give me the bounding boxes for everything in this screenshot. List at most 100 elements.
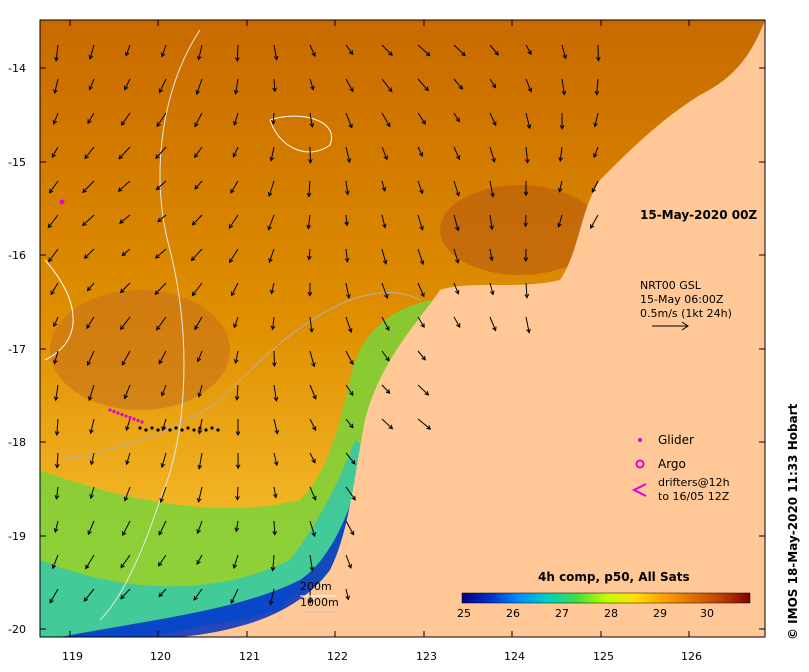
current-arrow bbox=[345, 588, 350, 601]
coldest-water bbox=[60, 480, 372, 637]
current-arrow bbox=[525, 112, 532, 130]
depth-label-b: 1000m bbox=[300, 596, 339, 609]
lat-label: -14 bbox=[8, 62, 26, 75]
current-arrow bbox=[81, 214, 95, 227]
current-arrow bbox=[344, 248, 350, 263]
lon-label: 121 bbox=[239, 650, 260, 663]
current-arrow bbox=[235, 486, 240, 501]
current-arrow bbox=[233, 350, 239, 365]
current-arrow bbox=[417, 248, 425, 266]
current-arrow bbox=[53, 384, 59, 402]
colorbar-tick: 29 bbox=[653, 607, 667, 620]
current-arrow bbox=[489, 78, 497, 89]
current-arrow bbox=[117, 180, 131, 192]
current-arrow bbox=[230, 588, 239, 605]
drifter-point bbox=[156, 428, 160, 432]
current-arrow bbox=[235, 418, 241, 437]
current-arrow bbox=[118, 146, 131, 160]
current-arrow bbox=[53, 520, 59, 534]
colorbar: 4h comp, p50, All Sats 25 26 27 28 29 30 bbox=[457, 570, 751, 620]
current-arrow bbox=[194, 146, 203, 159]
glider-legend-icon bbox=[638, 438, 642, 442]
current-arrow bbox=[453, 112, 460, 123]
current-arrow bbox=[417, 44, 431, 57]
current-arrow bbox=[270, 316, 276, 331]
current-arrow bbox=[345, 520, 355, 536]
current-arrow bbox=[54, 418, 60, 436]
plot-area bbox=[40, 20, 765, 637]
current-arrow bbox=[269, 146, 275, 162]
drifter-point bbox=[108, 408, 112, 412]
current-arrow bbox=[345, 78, 354, 93]
current-arrow bbox=[125, 418, 131, 432]
current-arrow bbox=[309, 78, 315, 91]
current-arrow bbox=[120, 588, 131, 600]
current-arrow bbox=[87, 384, 95, 402]
current-arrow bbox=[124, 44, 131, 57]
current-arrow bbox=[523, 214, 528, 228]
current-arrow bbox=[229, 248, 239, 264]
current-arrow bbox=[155, 316, 167, 331]
current-arrow bbox=[309, 520, 316, 538]
current-arrow bbox=[381, 350, 390, 362]
current-arrow bbox=[417, 180, 424, 195]
current-arrow bbox=[160, 452, 167, 469]
current-arrow bbox=[53, 78, 59, 95]
current-arrow bbox=[559, 112, 565, 130]
current-arrow bbox=[155, 248, 167, 259]
current-arrow bbox=[193, 588, 203, 601]
current-arrow bbox=[51, 554, 59, 570]
plot-frame bbox=[39, 19, 766, 638]
scale-arrow-head bbox=[681, 321, 689, 331]
current-arrow bbox=[345, 350, 354, 366]
current-arrow bbox=[48, 248, 59, 263]
current-arrow bbox=[49, 588, 59, 604]
depth-legend: 200m 1000m bbox=[300, 580, 339, 613]
argo-legend-label: Argo bbox=[658, 457, 686, 471]
current-arrow bbox=[489, 44, 499, 56]
current-arrow bbox=[233, 78, 239, 95]
drifter-point bbox=[112, 409, 116, 414]
glider-legend-label: Glider bbox=[658, 433, 694, 447]
current-arrow bbox=[53, 316, 59, 328]
land bbox=[180, 20, 765, 637]
current-arrow bbox=[524, 282, 530, 299]
current-arrow bbox=[89, 486, 95, 500]
current-arrow bbox=[49, 180, 59, 194]
current-arrow bbox=[558, 146, 563, 163]
current-arrow bbox=[230, 180, 239, 194]
current-arrow bbox=[195, 78, 203, 96]
current-arrow bbox=[489, 282, 495, 296]
current-arrow bbox=[158, 78, 167, 94]
glider-marker bbox=[59, 199, 65, 205]
drifter-point bbox=[140, 420, 144, 424]
current-arrow bbox=[381, 44, 393, 57]
current-arrow bbox=[267, 180, 275, 198]
drifter-point bbox=[192, 428, 196, 432]
current-arrow bbox=[123, 486, 131, 502]
current-arrow bbox=[557, 214, 563, 228]
current-arrow bbox=[191, 214, 203, 226]
current-arrow bbox=[489, 146, 496, 163]
date-label: 15-May-2020 00Z bbox=[640, 208, 757, 222]
current-arrow bbox=[196, 486, 203, 503]
current-arrow bbox=[561, 78, 567, 96]
drifter-point bbox=[144, 428, 148, 432]
current-arrow bbox=[158, 520, 167, 536]
current-arrow bbox=[88, 78, 95, 91]
drifter-point bbox=[186, 426, 190, 430]
current-arrow bbox=[345, 146, 352, 164]
current-arrow bbox=[309, 112, 315, 128]
current-arrow bbox=[309, 384, 317, 400]
current-arrow bbox=[232, 554, 239, 569]
contour-200m bbox=[44, 259, 74, 361]
current-arrow bbox=[87, 112, 95, 125]
current-arrow bbox=[590, 214, 599, 229]
current-arrow bbox=[381, 384, 391, 395]
cool-water bbox=[40, 300, 460, 637]
current-arrow bbox=[381, 418, 394, 430]
lat-labels: -14 -15 -16 -17 -18 -19 -20 bbox=[8, 62, 26, 636]
current-arrow bbox=[232, 146, 239, 158]
lon-label: 126 bbox=[681, 650, 702, 663]
